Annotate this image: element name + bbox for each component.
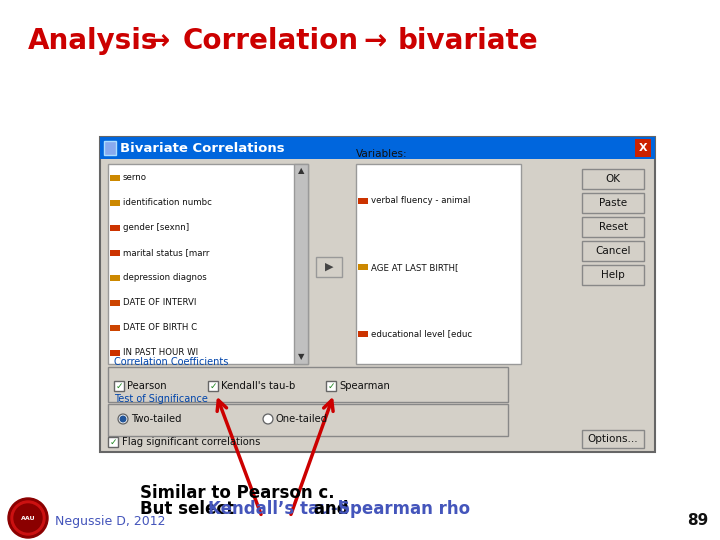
Circle shape (8, 498, 48, 538)
Bar (104, 141, 116, 155)
Bar (582, 265, 644, 285)
Bar (294, 164, 308, 364)
Text: AAU: AAU (21, 516, 35, 521)
Text: One-tailed: One-tailed (276, 414, 328, 424)
Circle shape (120, 416, 126, 422)
Circle shape (11, 501, 45, 535)
Bar (358, 265, 368, 271)
Bar (358, 198, 368, 204)
Text: marital status [marr: marital status [marr (123, 248, 210, 257)
Text: educational level [educ: educational level [educ (371, 329, 472, 339)
Text: Correlation: Correlation (183, 27, 359, 55)
Bar (110, 200, 120, 206)
Bar (108, 367, 508, 402)
Text: Two-tailed: Two-tailed (131, 414, 181, 424)
Bar (582, 241, 644, 261)
Text: gender [sexnn]: gender [sexnn] (123, 223, 189, 232)
Text: ▲: ▲ (298, 166, 305, 176)
Bar (110, 350, 120, 356)
Circle shape (14, 504, 42, 532)
Circle shape (263, 414, 273, 424)
Text: bivariate: bivariate (398, 27, 539, 55)
Text: verbal fluency - animal: verbal fluency - animal (371, 196, 470, 205)
Text: Bivariate Correlations: Bivariate Correlations (120, 141, 284, 154)
Bar (108, 164, 308, 364)
Bar (582, 169, 644, 189)
Bar (110, 325, 120, 330)
Text: Flag significant correlations: Flag significant correlations (122, 437, 261, 447)
Bar (108, 437, 118, 447)
Bar (108, 404, 508, 436)
Text: Correlation Coefficients: Correlation Coefficients (114, 357, 228, 367)
Text: Analysis: Analysis (28, 27, 158, 55)
Text: Cancel: Cancel (595, 246, 631, 256)
Bar (635, 139, 651, 157)
Text: 89: 89 (687, 513, 708, 528)
Text: Options...: Options... (588, 434, 639, 444)
Text: ▶: ▶ (325, 262, 333, 272)
Text: Spearman rho: Spearman rho (338, 500, 470, 518)
Bar (110, 275, 120, 281)
Text: IN PAST HOUR WI: IN PAST HOUR WI (123, 348, 198, 357)
Bar (582, 193, 644, 213)
Text: X: X (639, 143, 647, 153)
Text: Test of Significance: Test of Significance (114, 394, 208, 404)
Bar (582, 217, 644, 237)
Text: →: → (146, 27, 169, 55)
Bar (326, 381, 336, 391)
Text: ✓: ✓ (328, 381, 335, 390)
Bar (110, 300, 120, 306)
Text: ✓: ✓ (210, 381, 217, 390)
Text: serno: serno (123, 173, 147, 183)
Text: Variables:: Variables: (356, 149, 408, 159)
Bar (114, 381, 124, 391)
Text: DATE OF INTERVI: DATE OF INTERVI (123, 298, 197, 307)
Text: AGE AT LAST BIRTH[: AGE AT LAST BIRTH[ (371, 263, 459, 272)
Bar (100, 137, 655, 452)
Text: Paste: Paste (599, 198, 627, 208)
Text: depression diagnos: depression diagnos (123, 273, 207, 282)
Text: Help: Help (601, 270, 625, 280)
Text: DATE OF BIRTH C: DATE OF BIRTH C (123, 323, 197, 332)
Text: Kendall's tau-b: Kendall's tau-b (221, 381, 295, 391)
Text: Reset: Reset (598, 222, 628, 232)
Text: Kendall’s tau-b: Kendall’s tau-b (208, 500, 350, 518)
Text: ▼: ▼ (298, 353, 305, 361)
Text: Pearson: Pearson (127, 381, 166, 391)
Circle shape (118, 414, 128, 424)
Text: Spearman: Spearman (339, 381, 390, 391)
Text: But select: But select (140, 500, 240, 518)
Text: OK: OK (606, 174, 621, 184)
Bar (582, 430, 644, 448)
Text: Negussie D, 2012: Negussie D, 2012 (55, 515, 166, 528)
Bar (316, 257, 342, 277)
Text: ✓: ✓ (115, 381, 122, 390)
Bar (110, 225, 120, 231)
Text: ✓: ✓ (109, 437, 117, 447)
Text: identification numbc: identification numbc (123, 198, 212, 207)
Text: →: → (363, 27, 386, 55)
Bar (110, 175, 120, 181)
Bar (110, 249, 120, 256)
Text: Similar to Pearson c.: Similar to Pearson c. (140, 484, 335, 502)
Bar (356, 164, 521, 364)
Bar (208, 381, 218, 391)
Bar (100, 137, 655, 159)
Text: and: and (308, 500, 354, 518)
Bar (358, 331, 368, 337)
